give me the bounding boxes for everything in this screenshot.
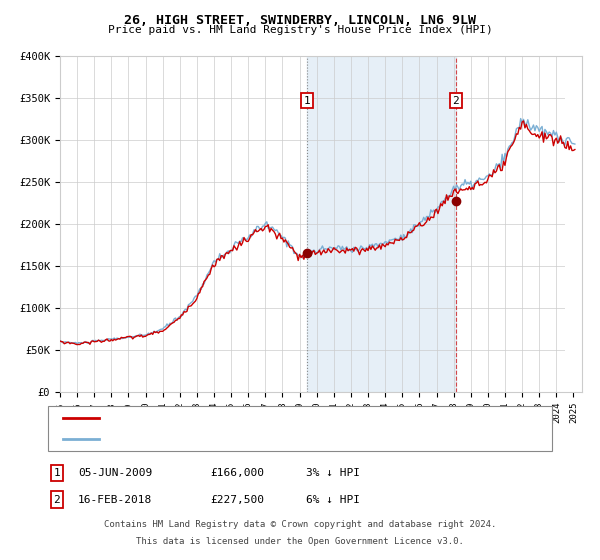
Text: £166,000: £166,000 — [210, 468, 264, 478]
Text: £227,500: £227,500 — [210, 494, 264, 505]
Text: HPI: Average price, detached house, North Kesteven: HPI: Average price, detached house, Nort… — [105, 433, 399, 444]
Text: 05-JUN-2009: 05-JUN-2009 — [78, 468, 152, 478]
Text: Contains HM Land Registry data © Crown copyright and database right 2024.: Contains HM Land Registry data © Crown c… — [104, 520, 496, 529]
Text: 26, HIGH STREET, SWINDERBY, LINCOLN, LN6 9LW: 26, HIGH STREET, SWINDERBY, LINCOLN, LN6… — [124, 14, 476, 27]
Text: 6% ↓ HPI: 6% ↓ HPI — [306, 494, 360, 505]
Bar — [307, 56, 455, 392]
Text: 16-FEB-2018: 16-FEB-2018 — [78, 494, 152, 505]
Text: 3% ↓ HPI: 3% ↓ HPI — [306, 468, 360, 478]
Text: 26, HIGH STREET, SWINDERBY, LINCOLN, LN6 9LW (detached house): 26, HIGH STREET, SWINDERBY, LINCOLN, LN6… — [105, 413, 463, 423]
Text: 2: 2 — [452, 96, 459, 105]
Text: This data is licensed under the Open Government Licence v3.0.: This data is licensed under the Open Gov… — [136, 537, 464, 546]
Text: 2: 2 — [53, 494, 61, 505]
Text: 1: 1 — [53, 468, 61, 478]
Text: Price paid vs. HM Land Registry's House Price Index (HPI): Price paid vs. HM Land Registry's House … — [107, 25, 493, 35]
Bar — [565, 56, 590, 392]
Text: 1: 1 — [304, 96, 310, 105]
